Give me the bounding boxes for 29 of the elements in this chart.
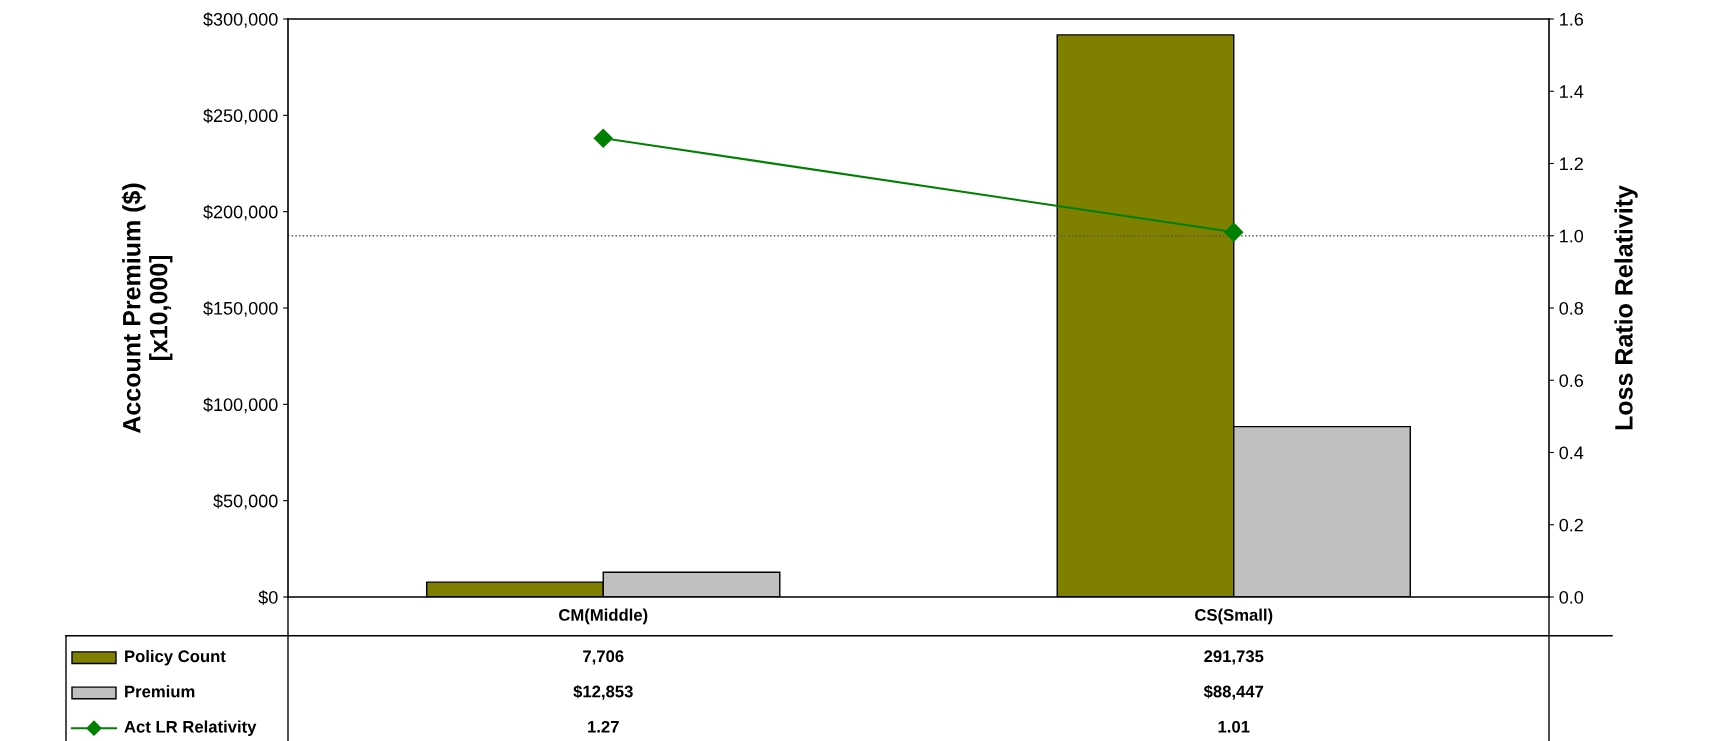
y2-tick-label: 0.0 [1559, 590, 1584, 604]
y2-tick-label: 0.2 [1559, 518, 1583, 532]
data-label: 7,706 [583, 650, 624, 665]
x-tick-label: CS(Small) [1195, 608, 1273, 625]
y2-tick-label: 1.2 [1560, 157, 1583, 171]
x-tick-label: CM(Middle) [559, 608, 648, 625]
y-tick-label: $200,000 [203, 204, 278, 221]
y2-tick-label: 0.4 [1559, 446, 1584, 460]
y2-tick-label: 1.4 [1560, 85, 1584, 98]
y-tick-label: $250,000 [203, 108, 278, 125]
legend-label: Premium [125, 685, 195, 698]
y-tick-label: $150,000 [203, 301, 278, 317]
y-tick-label: $50,000 [213, 493, 278, 510]
y-axis-title: Account Premium ($) [x10,000] [121, 183, 173, 434]
legend-label: Act LR Relativity [124, 720, 257, 736]
data-label: $88,447 [1203, 684, 1264, 700]
y2-tick-label: 1.0 [1560, 229, 1584, 243]
data-label: 1.01 [1218, 720, 1250, 733]
y2-tick-label: 1.6 [1560, 12, 1584, 26]
y-tick-label: $100,000 [203, 397, 278, 414]
y2-axis-title: Loss Ratio Relativity [1614, 185, 1638, 430]
y2-tick-label: 0.8 [1559, 301, 1584, 315]
data-label: 291,735 [1204, 650, 1264, 665]
y-tick-label: $300,000 [203, 12, 278, 28]
y2-tick-label: 0.6 [1559, 374, 1584, 387]
data-label: 1.27 [588, 720, 619, 733]
data-label: $12,853 [573, 684, 633, 700]
legend-label: Policy Count [125, 649, 226, 666]
y-tick-label: $0 [258, 590, 278, 605]
